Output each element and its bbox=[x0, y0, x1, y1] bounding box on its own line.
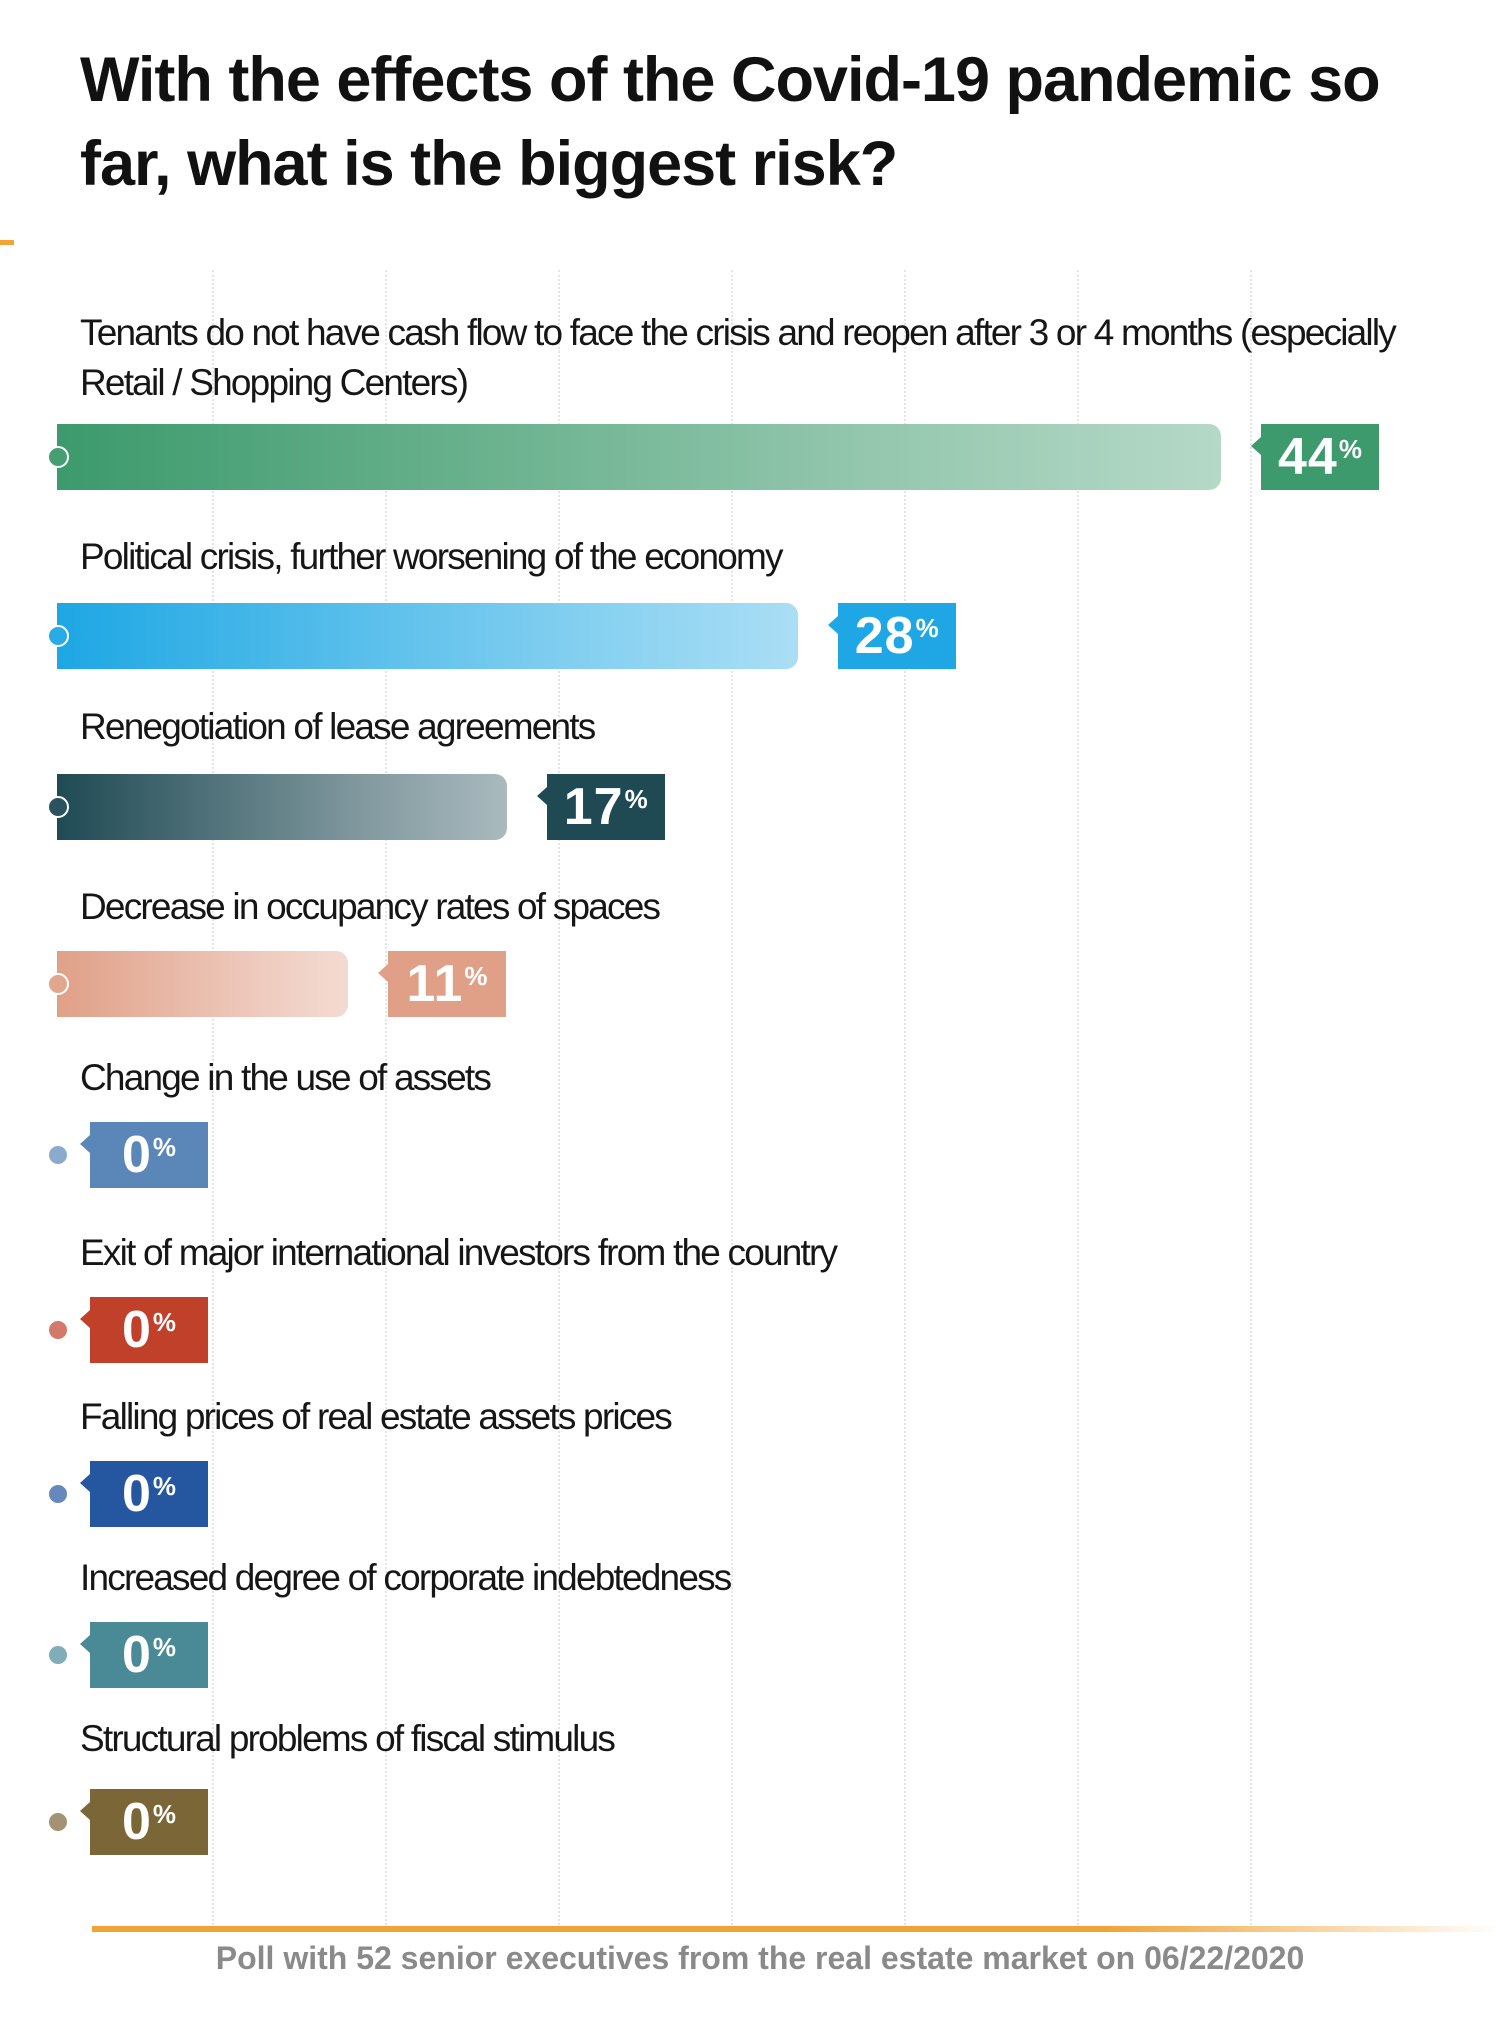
category-label: Change in the use of assets bbox=[80, 1057, 492, 1098]
percent-sign: % bbox=[152, 1132, 177, 1162]
bar-marker-dot bbox=[47, 1644, 69, 1666]
value-badge: 11% bbox=[378, 951, 506, 1017]
value-label: 11 bbox=[406, 955, 464, 1013]
percent-sign: % bbox=[464, 961, 488, 991]
percent-sign: % bbox=[152, 1799, 177, 1829]
percent-sign: % bbox=[915, 613, 939, 643]
percent-sign: % bbox=[152, 1307, 177, 1337]
category-label: Increased degree of corporate indebtedne… bbox=[80, 1557, 732, 1598]
chart-title: With the effects of the Covid-19 pandemi… bbox=[80, 45, 1381, 199]
value-badge: 0% bbox=[80, 1789, 208, 1855]
bar-marker-dot bbox=[47, 625, 69, 647]
percent-sign: % bbox=[1338, 434, 1362, 464]
gridline bbox=[731, 270, 733, 1925]
category-label: Exit of major international investors fr… bbox=[80, 1232, 838, 1273]
value-badge: 0% bbox=[80, 1297, 208, 1363]
bar-marker-dot bbox=[47, 796, 69, 818]
category-label: Political crisis, further worsening of t… bbox=[80, 536, 784, 577]
gridline bbox=[385, 270, 387, 1925]
gridline bbox=[212, 270, 214, 1925]
category-label: Decrease in occupancy rates of spaces bbox=[80, 886, 661, 927]
bar-marker-dot bbox=[47, 1144, 69, 1166]
value-label: 44 bbox=[1278, 428, 1338, 486]
percent-sign: % bbox=[152, 1471, 177, 1501]
value-badge: 0% bbox=[80, 1461, 208, 1527]
gridline bbox=[1077, 270, 1079, 1925]
value-label: 17 bbox=[563, 778, 624, 836]
value-label: 0 bbox=[121, 1626, 152, 1684]
value-badge: 0% bbox=[80, 1122, 208, 1188]
category-label: Falling prices of real estate assets pri… bbox=[80, 1396, 673, 1437]
value-badge: 44% bbox=[1251, 424, 1379, 490]
bar-marker-dot bbox=[47, 1811, 69, 1833]
value-label: 28 bbox=[854, 607, 915, 665]
gridline bbox=[558, 270, 560, 1925]
category-label: Tenants do not have cash flow to face th… bbox=[80, 312, 1397, 403]
bar bbox=[57, 424, 1221, 490]
bar-marker-dot bbox=[47, 1319, 69, 1341]
value-label: 0 bbox=[121, 1465, 152, 1523]
gridline bbox=[1250, 270, 1252, 1925]
percent-sign: % bbox=[624, 784, 648, 814]
bar bbox=[57, 774, 507, 840]
value-badge: 28% bbox=[827, 603, 956, 669]
category-label: Structural problems of fiscal stimulus bbox=[80, 1718, 616, 1759]
bar-marker-dot bbox=[47, 446, 69, 468]
value-label: 0 bbox=[121, 1301, 152, 1359]
percent-sign: % bbox=[152, 1632, 177, 1662]
value-label: 0 bbox=[121, 1126, 152, 1184]
category-label: Renegotiation of lease agreements bbox=[80, 706, 596, 747]
poll-footnote: Poll with 52 senior executives from the … bbox=[215, 1940, 1305, 1976]
value-badge: 17% bbox=[536, 774, 665, 840]
chart-frame-bottom bbox=[92, 1926, 1500, 1932]
bar bbox=[57, 603, 798, 669]
value-label: 0 bbox=[121, 1793, 152, 1851]
bar-marker-dot bbox=[47, 973, 69, 995]
bar-marker-dot bbox=[47, 1483, 69, 1505]
chart-frame-top bbox=[0, 240, 14, 245]
bar bbox=[57, 951, 348, 1017]
value-badge: 0% bbox=[80, 1622, 208, 1688]
gridline bbox=[904, 270, 906, 1925]
